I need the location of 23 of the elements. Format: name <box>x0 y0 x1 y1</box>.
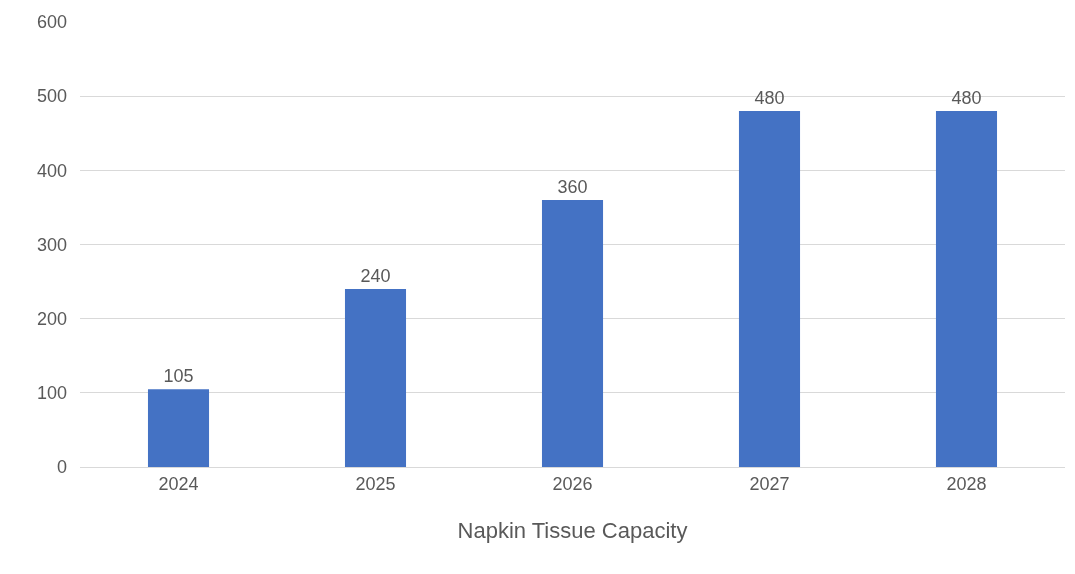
y-tick-label: 100 <box>36 383 67 404</box>
y-tick-label: 400 <box>36 160 67 181</box>
bar <box>541 200 604 467</box>
data-label: 360 <box>557 177 588 197</box>
bar <box>935 111 998 467</box>
y-tick-label: 200 <box>36 308 67 329</box>
y-tick-label: 0 <box>56 457 67 478</box>
data-label: 480 <box>754 88 785 108</box>
bar <box>738 111 801 467</box>
data-label: 480 <box>951 88 982 108</box>
x-tick-label: 2028 <box>946 473 987 494</box>
bar <box>147 389 210 467</box>
x-tick-label: 2025 <box>355 473 396 494</box>
x-axis-title: Napkin Tissue Capacity <box>457 518 688 544</box>
x-tick-label: 2027 <box>749 473 790 494</box>
y-tick-label: 300 <box>36 234 67 255</box>
bar <box>344 289 407 467</box>
x-tick-label: 2026 <box>552 473 593 494</box>
data-label: 105 <box>163 366 194 387</box>
x-tick-label: 2024 <box>158 473 199 494</box>
data-label: 240 <box>360 266 391 286</box>
y-tick-label: 600 <box>36 12 67 33</box>
y-tick-label: 500 <box>36 86 67 107</box>
